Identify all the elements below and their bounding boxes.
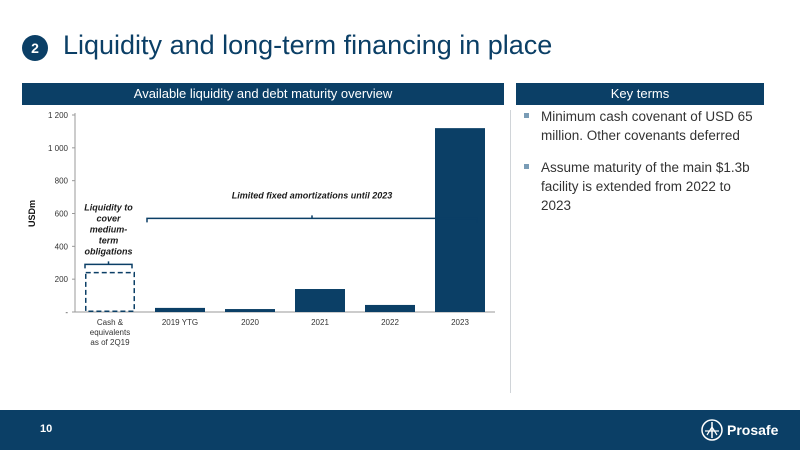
x-tick-label: equivalents xyxy=(90,328,130,337)
y-axis-label: USDm xyxy=(27,200,37,227)
x-tick-label: Cash & xyxy=(97,318,124,327)
bullet-icon xyxy=(524,113,529,118)
annotation-text: Limited fixed amortizations until 2023 xyxy=(232,190,393,200)
annotation-bracket xyxy=(146,215,478,223)
key-term-text: Minimum cash covenant of USD 65 million.… xyxy=(541,109,753,143)
key-term-item: Minimum cash covenant of USD 65 million.… xyxy=(524,107,764,145)
chart-bar xyxy=(295,289,345,312)
page-title: Liquidity and long-term financing in pla… xyxy=(63,30,553,60)
chart-bar-dashed xyxy=(85,271,135,313)
y-tick-label: 1 200 xyxy=(48,111,69,120)
bullet-icon xyxy=(524,164,529,169)
section-divider xyxy=(510,110,511,393)
y-tick-label: 400 xyxy=(55,242,69,251)
annotation-text: term xyxy=(99,235,119,245)
annotation-text: obligations xyxy=(85,246,133,256)
key-term-item: Assume maturity of the main $1.3b facili… xyxy=(524,158,764,215)
annotation-text: medium- xyxy=(90,224,128,234)
y-tick-label: 800 xyxy=(55,177,69,186)
x-tick-label: as of 2Q19 xyxy=(90,338,130,347)
y-tick-label: 1 000 xyxy=(48,144,69,153)
brand-name: Prosafe xyxy=(727,422,779,438)
annotation-bracket xyxy=(84,261,133,269)
y-tick-label: 600 xyxy=(55,210,69,219)
chart-section-header: Available liquidity and debt maturity ov… xyxy=(22,83,504,105)
y-tick-label: 200 xyxy=(55,275,69,284)
chart-bar xyxy=(225,309,275,312)
chart-bar xyxy=(365,304,415,312)
key-terms-list: Minimum cash covenant of USD 65 million.… xyxy=(524,107,764,228)
prosafe-logo-icon xyxy=(701,419,723,441)
footer: 10 Prosafe xyxy=(0,410,800,450)
annotation-text: Liquidity to xyxy=(84,202,133,212)
y-tick-label: - xyxy=(65,308,68,317)
debt-maturity-chart: - 200 400 600 800 1 000 1 200 USDm Cash &equival… xyxy=(27,111,495,347)
page-number: 10 xyxy=(40,423,53,435)
x-tick-label: 2023 xyxy=(451,318,469,327)
x-tick-label: 2019 YTG xyxy=(162,318,198,327)
chart-bar xyxy=(155,307,205,312)
section-number-badge: 2 xyxy=(22,35,48,61)
annotation-text: cover xyxy=(96,213,121,223)
key-term-text: Assume maturity of the main $1.3b facili… xyxy=(541,160,750,213)
brand-logo: Prosafe xyxy=(701,419,778,441)
key-terms-header: Key terms xyxy=(516,83,764,105)
x-tick-label: 2022 xyxy=(381,318,399,327)
x-tick-label: 2021 xyxy=(311,318,329,327)
x-tick-label: 2020 xyxy=(241,318,259,327)
